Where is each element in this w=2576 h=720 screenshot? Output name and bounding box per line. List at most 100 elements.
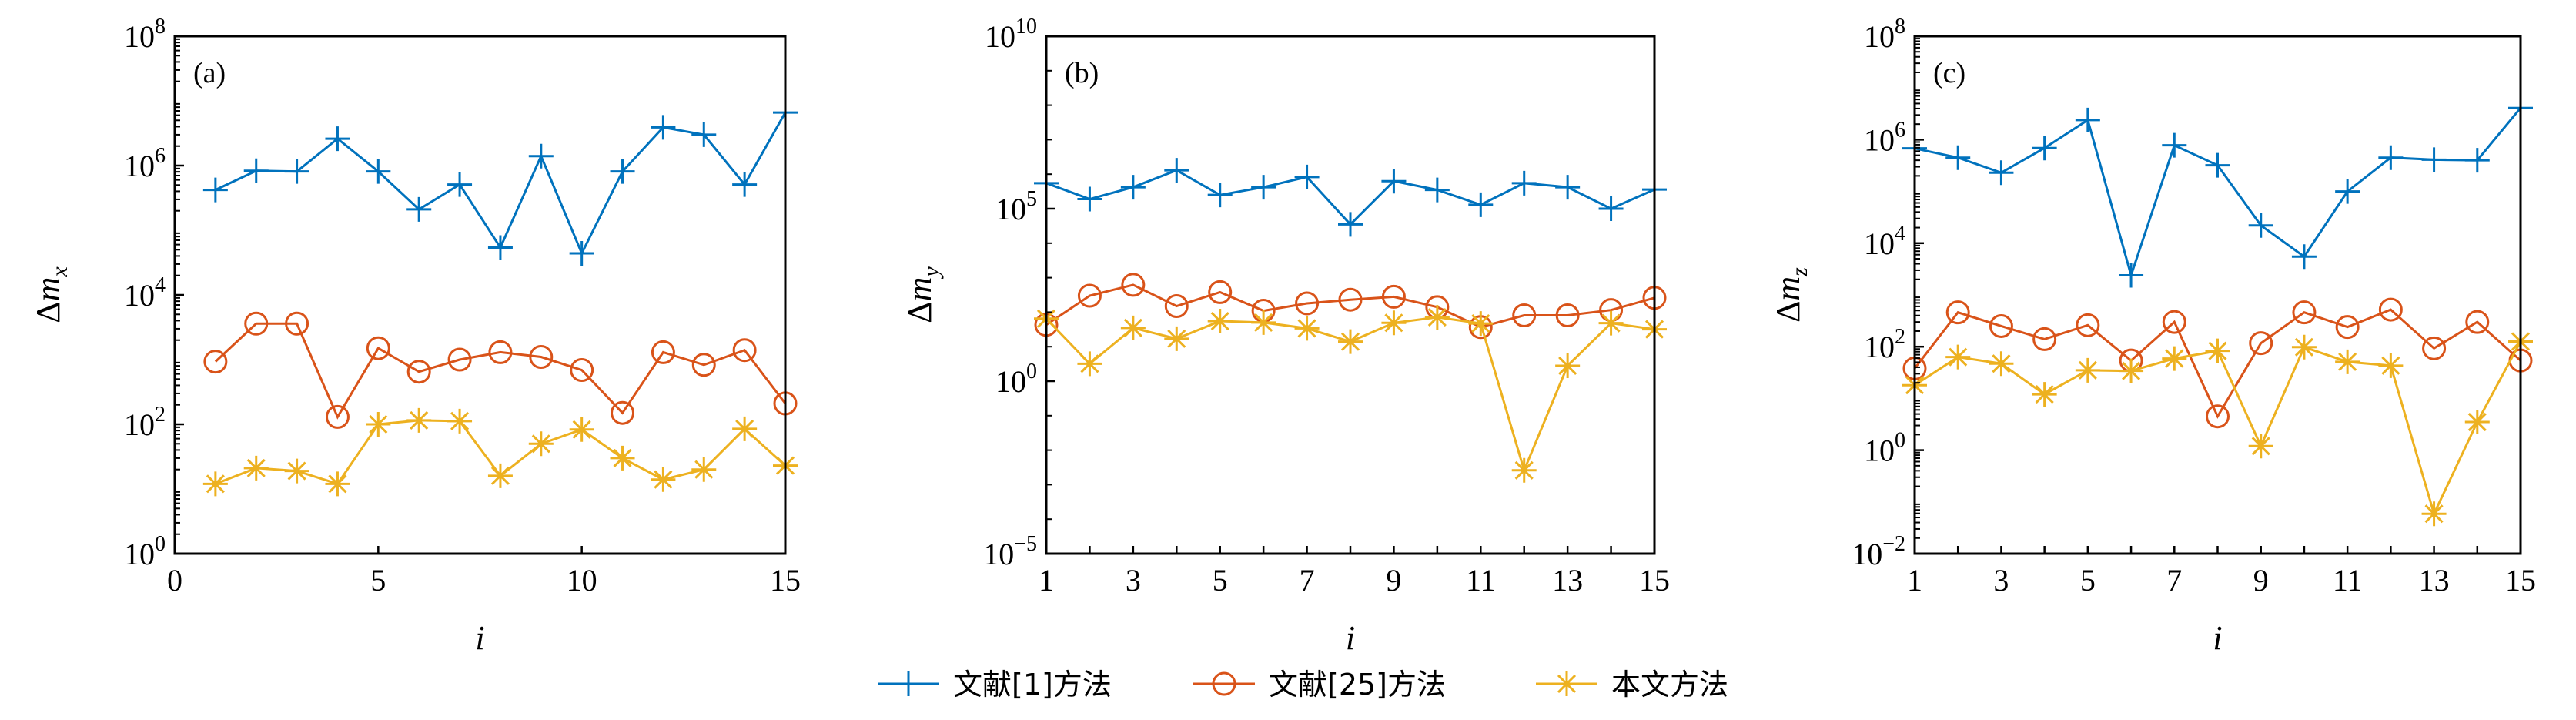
asterisk-data-point <box>1468 311 1494 337</box>
axes-frame <box>1913 35 2522 555</box>
y-axis-label: Δmz <box>1769 267 1812 323</box>
plus-data-point <box>1989 160 2014 186</box>
y-tick-label: 104 <box>1864 222 1905 261</box>
asterisk-data-point <box>1989 351 2014 377</box>
asterisk-marker-icon <box>1554 671 1579 696</box>
y-tick-label: 102 <box>124 403 166 442</box>
circle-data-point <box>2422 336 2447 360</box>
series-3 <box>202 407 798 497</box>
plus-data-point <box>1077 186 1102 212</box>
x-tick-label: 15 <box>770 563 801 598</box>
x-axis-label: i <box>475 619 484 657</box>
plus-data-point <box>2075 107 2100 132</box>
x-tick-label: 7 <box>2166 563 2182 598</box>
asterisk-data-point <box>1945 344 1971 370</box>
asterisk-data-point <box>406 407 432 433</box>
circle-data-point <box>1295 291 1320 316</box>
circle-data-point <box>1164 294 1189 319</box>
series-1 <box>1034 158 1667 237</box>
plus-data-point <box>1598 196 1624 221</box>
x-tick-label: 13 <box>2419 563 2450 598</box>
asterisk-data-point <box>1424 305 1450 330</box>
asterisk-data-point <box>1381 310 1407 336</box>
circle-data-point <box>2076 313 2100 337</box>
series-1 <box>1902 95 2533 288</box>
asterisk-data-point <box>2205 338 2230 363</box>
asterisk-data-point <box>732 416 758 441</box>
asterisk-data-point <box>325 471 350 497</box>
circle-data-point <box>366 336 390 360</box>
plus-data-point <box>2119 263 2144 288</box>
circle-data-point <box>244 311 269 336</box>
y-tick-label: 10−2 <box>1852 532 1905 571</box>
series-line <box>1913 308 2521 419</box>
asterisk-data-point <box>366 412 391 437</box>
plus-data-point <box>569 240 594 266</box>
legend: 文献[1]方法 文献[25]方法 本文方法 <box>878 668 1728 702</box>
asterisk-data-point <box>1511 457 1537 483</box>
circle-data-point <box>447 347 472 372</box>
asterisk-data-point <box>2075 357 2100 383</box>
plus-data-point <box>1164 158 1189 183</box>
x-tick-label: 11 <box>2333 563 2363 598</box>
legend-label: 文献[1]方法 <box>953 668 1112 702</box>
plus-data-point <box>325 126 350 152</box>
x-axis-label: i <box>1346 619 1355 657</box>
series-line <box>1914 107 2522 280</box>
y-tick-label: 105 <box>995 187 1037 226</box>
x-tick-label: 13 <box>1552 563 1583 598</box>
asterisk-data-point <box>487 463 513 488</box>
asterisk-data-point <box>2119 358 2144 383</box>
plus-data-point <box>1945 145 1971 170</box>
panel-a: 0 5 10 15 100 102 104 106 108 (a) i Δmx <box>29 15 801 657</box>
plus-data-point <box>243 158 269 183</box>
asterisk-data-point <box>2248 434 2273 459</box>
y-tick-label: 106 <box>124 144 166 183</box>
y-tick-label: 108 <box>1864 15 1905 54</box>
plus-data-point <box>1381 169 1407 194</box>
plus-data-point <box>1294 164 1320 189</box>
circle-data-point <box>611 400 635 425</box>
plus-data-point <box>651 115 676 140</box>
plus-data-point <box>447 172 473 197</box>
asterisk-data-point <box>2421 501 2447 527</box>
circle-data-point <box>1381 284 1406 309</box>
y-tick-label: 102 <box>1864 325 1905 364</box>
circle-data-point <box>1555 303 1580 327</box>
x-tick-label: 0 <box>167 563 182 598</box>
asterisk-data-point <box>1555 353 1581 378</box>
circle-data-point <box>285 311 309 336</box>
plus-data-point <box>1338 212 1363 237</box>
plus-data-point <box>691 122 717 147</box>
x-tick-label: 11 <box>1466 563 1496 598</box>
asterisk-data-point <box>202 471 228 497</box>
circle-data-point <box>2465 310 2490 334</box>
plus-data-point <box>2248 213 2273 238</box>
plus-data-point <box>2291 244 2317 270</box>
asterisk-data-point <box>1077 351 1102 377</box>
circle-data-point <box>406 360 431 384</box>
series-line <box>214 322 787 420</box>
panel-label: (c) <box>1933 57 1965 89</box>
circle-data-point <box>570 358 594 383</box>
plus-data-point <box>2464 148 2490 173</box>
plus-data-point <box>2335 179 2360 204</box>
asterisk-data-point <box>1598 310 1624 336</box>
asterisk-data-point <box>1164 326 1189 351</box>
asterisk-data-point <box>2291 334 2317 360</box>
y-tick-label: 1010 <box>985 15 1037 54</box>
legend-item-ref25: 文献[25]方法 <box>1193 668 1446 702</box>
x-tick-label: 9 <box>1386 563 1401 598</box>
x-tick-label: 3 <box>1993 563 2009 598</box>
series-1 <box>202 100 798 266</box>
legend-item-ref1: 文献[1]方法 <box>878 668 1112 702</box>
series-2 <box>203 311 798 429</box>
circle-data-point <box>1945 300 1970 325</box>
plus-data-point <box>1207 183 1233 208</box>
x-tick-label: 9 <box>2253 563 2269 598</box>
y-tick-label: 108 <box>124 15 166 54</box>
asterisk-data-point <box>243 455 269 481</box>
circle-data-point <box>1208 280 1233 304</box>
asterisk-data-point <box>569 417 594 442</box>
